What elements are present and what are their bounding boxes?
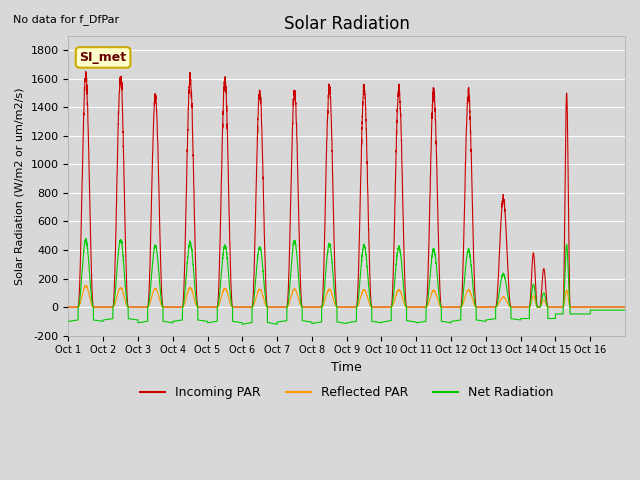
Legend: Incoming PAR, Reflected PAR, Net Radiation: Incoming PAR, Reflected PAR, Net Radiati… <box>135 381 558 404</box>
Text: No data for f_DfPar: No data for f_DfPar <box>13 14 119 25</box>
Title: Solar Radiation: Solar Radiation <box>284 15 410 33</box>
Y-axis label: Solar Radiation (W/m2 or um/m2/s): Solar Radiation (W/m2 or um/m2/s) <box>15 87 25 285</box>
X-axis label: Time: Time <box>332 361 362 374</box>
Text: SI_met: SI_met <box>79 51 127 64</box>
